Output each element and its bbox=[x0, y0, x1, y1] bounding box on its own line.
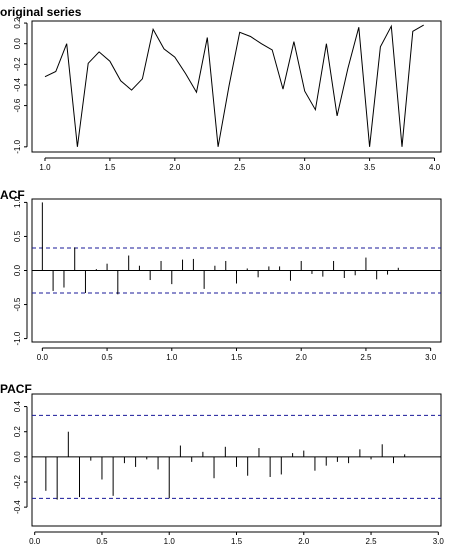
original-series-y-tick-label: -1.0 bbox=[13, 139, 22, 153]
original-series-y-tick-label: -0.4 bbox=[13, 78, 22, 92]
acf-title: ACF bbox=[0, 188, 25, 202]
original-series-y-tick-label: -0.6 bbox=[13, 98, 22, 112]
original-series-x-tick-label: 2.5 bbox=[234, 163, 246, 172]
pacf-panel: PACF -0.4 -0.2 0.0 0.2 0.4 0.0 0.5 1.0 1.5 2.0 2.… bbox=[0, 382, 444, 546]
pacf-y-tick-label: -0.4 bbox=[13, 500, 22, 514]
pacf-x-tick-label: 2.0 bbox=[298, 537, 310, 546]
original-series-panel: original series -1.0 -0.6 -0.4 -0.2 0.0 0.2 1… bbox=[0, 5, 442, 172]
acf-y-tick-label: 0.0 bbox=[13, 264, 22, 276]
original-series-x-tick-label: 1.0 bbox=[39, 163, 51, 172]
pacf-x-axis: 0.0 0.5 1.0 1.5 2.0 2.5 3.0 bbox=[29, 531, 445, 546]
pacf-x-tick-label: 1.5 bbox=[231, 537, 243, 546]
acf-x-tick-label: 2.0 bbox=[296, 353, 308, 362]
original-series-marks bbox=[44, 24, 424, 147]
original-series-x-tick-label: 1.5 bbox=[104, 163, 116, 172]
original-series-frame bbox=[31, 20, 442, 153]
original-series-x-axis: 1.0 1.5 2.0 2.5 3.0 3.5 4.0 bbox=[39, 157, 441, 172]
acf-y-axis: -1.0 -0.5 0.0 0.5 1.0 bbox=[13, 196, 28, 345]
pacf-x-tick-label: 1.0 bbox=[164, 537, 176, 546]
acf-x-tick-label: 1.5 bbox=[231, 353, 243, 362]
original-series-y-axis: -1.0 -0.6 -0.4 -0.2 0.0 0.2 bbox=[13, 17, 28, 154]
original-series-x-tick-label: 3.0 bbox=[299, 163, 311, 172]
pacf-x-tick-label: 2.5 bbox=[365, 537, 377, 546]
pacf-x-tick-label: 0.0 bbox=[29, 537, 41, 546]
original-series-line bbox=[44, 24, 424, 147]
original-series-x-tick-label: 3.5 bbox=[364, 163, 376, 172]
acf-panel: ACF -1.0 -0.5 0.0 0.5 1.0 0.0 0.5 1.0 1.5 2.0 2.5… bbox=[0, 188, 442, 362]
original-series-x-tick-label: 2.0 bbox=[169, 163, 181, 172]
acf-x-tick-label: 0.0 bbox=[37, 353, 49, 362]
acf-y-tick-label: 0.5 bbox=[13, 230, 22, 242]
acf-y-tick-label: -0.5 bbox=[13, 297, 22, 311]
pacf-y-tick-label: -0.2 bbox=[13, 475, 22, 489]
pacf-marks bbox=[32, 414, 441, 500]
pacf-y-axis: -0.4 -0.2 0.0 0.2 0.4 bbox=[13, 400, 28, 514]
pacf-frame bbox=[31, 393, 442, 527]
pacf-y-tick-label: 0.0 bbox=[13, 451, 22, 463]
original-series-title: original series bbox=[0, 5, 82, 19]
pacf-title: PACF bbox=[0, 382, 32, 396]
original-series-x-tick-label: 4.0 bbox=[429, 163, 441, 172]
acf-x-axis: 0.0 0.5 1.0 1.5 2.0 2.5 3.0 bbox=[37, 347, 437, 362]
acf-y-tick-label: -1.0 bbox=[13, 331, 22, 345]
acf-y-tick-label: 1.0 bbox=[13, 196, 22, 208]
original-series-y-tick-label: -0.2 bbox=[13, 57, 22, 71]
pacf-x-tick-label: 0.5 bbox=[96, 537, 108, 546]
acf-x-tick-label: 3.0 bbox=[425, 353, 437, 362]
original-series-y-tick-label: 0.2 bbox=[13, 17, 22, 29]
acf-x-tick-label: 0.5 bbox=[102, 353, 114, 362]
pacf-y-tick-label: 0.4 bbox=[13, 400, 22, 412]
acf-x-tick-label: 1.0 bbox=[166, 353, 178, 362]
pacf-y-tick-label: 0.2 bbox=[13, 426, 22, 438]
pacf-x-tick-label: 3.0 bbox=[433, 537, 445, 546]
acf-marks bbox=[32, 202, 441, 295]
original-series-y-tick-label: 0.0 bbox=[13, 38, 22, 50]
acf-x-tick-label: 2.5 bbox=[360, 353, 372, 362]
